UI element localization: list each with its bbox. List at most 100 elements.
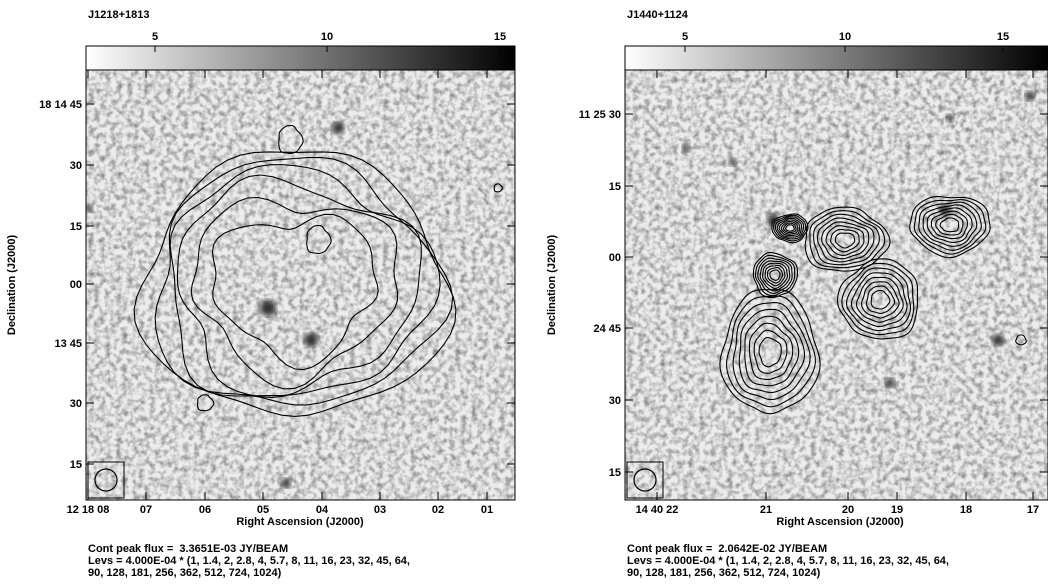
contour — [825, 225, 865, 256]
y-tick-label: 15 — [609, 181, 621, 193]
panel-title: J1218+1813 — [88, 9, 149, 21]
contour — [785, 224, 795, 232]
plot-frame — [85, 69, 516, 501]
colorbar-tick-label: 5 — [152, 31, 158, 43]
beam — [633, 468, 657, 492]
contour — [870, 290, 891, 310]
contour — [1015, 334, 1027, 346]
contour — [926, 207, 973, 243]
contour — [759, 260, 791, 292]
contour — [738, 308, 806, 394]
y-tick-label: 30 — [70, 398, 82, 410]
panel-title: J1440+1124 — [627, 9, 689, 21]
contour — [913, 199, 987, 255]
y-tick-label: 00 — [70, 279, 82, 291]
contour — [845, 267, 912, 332]
image-noise — [625, 70, 1048, 500]
contour — [836, 258, 919, 340]
x-tick-label: 21 — [760, 504, 772, 516]
y-tick-label: 24 45 — [593, 323, 621, 335]
colorbar-tick-label: 15 — [997, 31, 1009, 43]
x-tick-label: 14 40 22 — [636, 504, 679, 516]
x-tick-label: 02 — [432, 504, 444, 516]
contour — [758, 336, 782, 368]
contour — [757, 257, 793, 295]
source — [682, 144, 690, 152]
image — [625, 70, 1048, 500]
beam-box — [87, 461, 125, 499]
contour — [190, 196, 399, 390]
contour — [773, 214, 807, 242]
y-tick-label: 18 14 45 — [39, 99, 82, 111]
source — [729, 158, 737, 166]
contour — [169, 164, 441, 397]
contour — [196, 394, 215, 412]
y-tick-label: 30 — [70, 160, 82, 172]
contour — [939, 217, 960, 233]
colorbar-tick-label: 10 — [321, 31, 333, 43]
contour — [766, 267, 784, 284]
contour — [753, 329, 788, 374]
colorbar-tick-label: 15 — [494, 31, 506, 43]
contour — [154, 156, 454, 406]
contour — [278, 124, 304, 155]
y-tick-label: 15 — [609, 467, 621, 479]
contour — [776, 217, 802, 238]
contour — [752, 251, 799, 299]
contour — [744, 315, 800, 387]
contour — [306, 224, 332, 255]
contour — [211, 213, 379, 371]
y-tick-label: 00 — [609, 252, 621, 264]
x-axis-label: Right Ascension (J2000) — [776, 516, 904, 528]
contour — [809, 210, 886, 269]
x-tick-label: 04 — [316, 504, 329, 516]
contour — [771, 213, 809, 244]
y-tick-label: 11 25 30 — [579, 109, 621, 121]
x-tick-label: 03 — [374, 504, 386, 516]
x-tick-label: 20 — [842, 504, 854, 516]
footer-line: Cont peak flux = 3.3651E-03 JY/BEAM — [88, 543, 288, 555]
contour — [762, 262, 788, 289]
contour — [133, 151, 457, 417]
contour — [865, 285, 896, 314]
colorbar-tick-label: 5 — [682, 31, 688, 43]
x-tick-label: 01 — [481, 504, 493, 516]
y-axis-label: Declination (J2000) — [546, 235, 558, 336]
contours — [133, 124, 503, 417]
contour — [841, 262, 915, 336]
source — [767, 214, 779, 226]
source — [1025, 91, 1035, 101]
x-tick-label: 18 — [960, 504, 972, 516]
x-tick-label: 17 — [1027, 504, 1039, 516]
footer-line: Levs = 4.000E-04 * (1, 1.4, 2, 2.8, 4, 5… — [88, 555, 410, 567]
beam-box — [626, 461, 664, 499]
image — [86, 70, 515, 500]
contour — [726, 295, 816, 408]
contour — [732, 302, 811, 401]
source — [332, 122, 344, 134]
y-tick-label: 13 45 — [54, 338, 82, 350]
plot-frame — [624, 69, 1048, 501]
footer-line: 90, 128, 181, 256, 362, 512, 724, 1024) — [88, 567, 282, 579]
contour — [782, 222, 797, 234]
contour — [754, 254, 796, 297]
image-noise — [86, 70, 515, 500]
contour — [778, 219, 801, 237]
y-tick-label: 30 — [609, 395, 621, 407]
footer-line: Levs = 4.000E-04 * (1, 1.4, 2, 2.8, 4, 5… — [627, 555, 949, 567]
source — [260, 300, 276, 316]
contour — [748, 322, 794, 380]
contour — [769, 269, 781, 281]
contour — [764, 264, 786, 287]
contour — [935, 213, 964, 236]
y-axis-label: Declination (J2000) — [6, 235, 18, 336]
source — [992, 334, 1004, 346]
contour — [774, 216, 805, 240]
footer-line: Cont peak flux = 2.0642E-02 JY/BEAM — [627, 543, 827, 555]
contour — [909, 196, 991, 259]
x-tick-label: 12 18 08 — [67, 504, 110, 516]
contour — [176, 174, 422, 398]
contour — [918, 201, 982, 251]
footer-line: 90, 128, 181, 256, 362, 512, 724, 1024) — [627, 567, 821, 579]
